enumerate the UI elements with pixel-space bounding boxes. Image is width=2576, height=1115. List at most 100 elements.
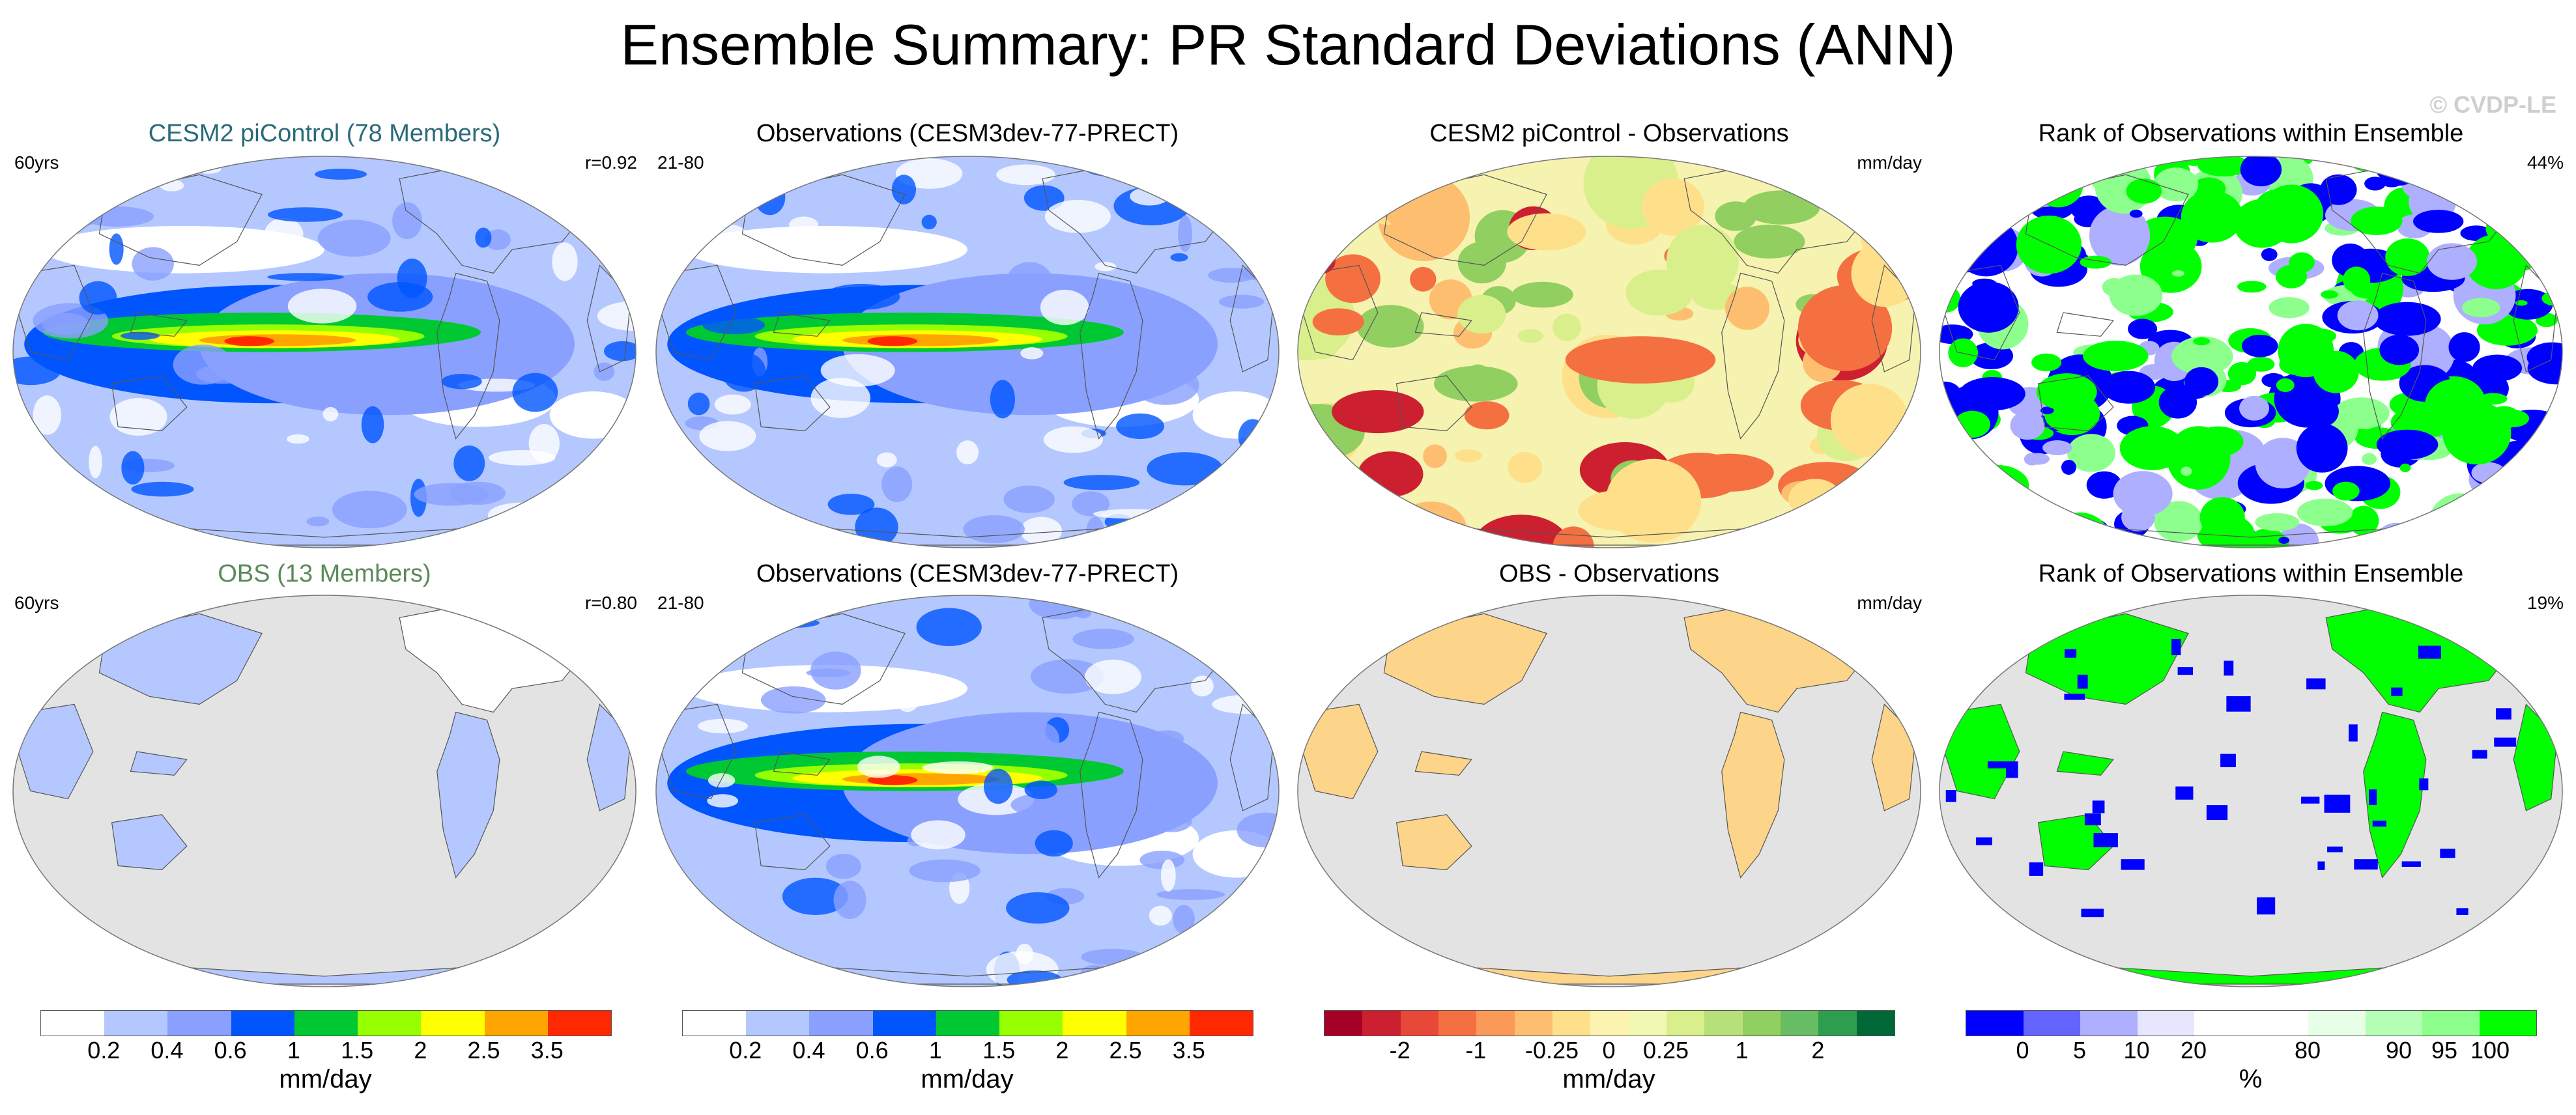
field-patch: [2459, 156, 2489, 178]
colorbar-tick-label: 2: [414, 1037, 427, 1064]
field-patch: [876, 452, 897, 468]
field-patch: [597, 301, 636, 332]
coastline: [773, 751, 831, 776]
field-patch: [708, 773, 736, 788]
colorbar-swatch: [1590, 1011, 1629, 1036]
coastline: [773, 312, 831, 337]
field-patch: [2278, 537, 2290, 544]
field-patch: [1945, 790, 1956, 802]
field-patch: [2536, 246, 2562, 264]
field-patch: [2366, 530, 2388, 542]
field-patch: [1883, 453, 1921, 517]
field-patch: [2121, 503, 2155, 532]
field-patch: [1382, 175, 1441, 231]
field-patch: [1992, 201, 2016, 219]
field-patch: [1170, 253, 1188, 262]
field-patch: [2321, 290, 2338, 299]
field-patch: [603, 341, 636, 361]
field-patch: [2528, 206, 2562, 227]
field-patch: [2261, 247, 2278, 261]
field-patch: [2517, 515, 2562, 548]
map-border: [1297, 595, 1921, 987]
field-patch: [782, 877, 848, 915]
coastline: [98, 174, 263, 266]
colorbar-swatch: [1126, 1011, 1190, 1036]
field-patch: [911, 820, 966, 850]
colorbar-swatch: [1189, 1011, 1253, 1036]
field-patch: [728, 632, 744, 651]
field-patch: [2456, 908, 2469, 915]
field-patch: [699, 421, 756, 451]
field-patch: [2317, 861, 2325, 870]
field-patch: [594, 362, 615, 381]
field-patch: [1306, 338, 1338, 360]
field-patch: [57, 505, 108, 516]
field-patch: [441, 373, 482, 389]
field-patch: [79, 281, 117, 315]
colorbar-swatch: [167, 1011, 231, 1036]
panel-corner-right: mm/day: [1857, 152, 1922, 173]
field-patch: [1423, 444, 1447, 468]
field-patch: [2494, 737, 2517, 747]
field-patch: [2113, 471, 2173, 516]
colorbar-tick-label: 2.5: [1109, 1037, 1142, 1064]
field-patch: [1332, 390, 1424, 434]
field-patch: [963, 515, 1025, 544]
field-patch: [1982, 479, 1994, 486]
field-patch: [1885, 175, 1921, 209]
colorbar-tick-label: 90: [2385, 1037, 2412, 1064]
field-patch: [1962, 464, 2029, 506]
field-patch: [2010, 410, 2045, 440]
colorbar-tick-label: 3.5: [530, 1037, 564, 1064]
field-patch: [1409, 266, 1437, 292]
field-band: [867, 336, 918, 346]
field-patch: [1939, 166, 1988, 212]
colorbar-tick-label: 3.5: [1172, 1037, 1205, 1064]
field-patch: [2081, 909, 2104, 918]
field-patch: [983, 769, 1013, 804]
field-patch: [656, 901, 715, 922]
panel-title: Observations (CESM3dev-77-PRECT): [756, 560, 1179, 587]
field-patch: [2465, 163, 2513, 193]
map-row1-col4: [1939, 156, 2563, 548]
field-patch: [361, 406, 384, 444]
field-patch: [1939, 170, 2005, 219]
colorbar-tick-label: 0.2: [87, 1037, 121, 1064]
field-patch: [1043, 426, 1104, 453]
field-patch: [2515, 300, 2528, 306]
field-patch: [2259, 184, 2324, 244]
field-patch: [1351, 496, 1416, 548]
field-patch: [2278, 523, 2319, 548]
field-patch: [1358, 451, 1424, 497]
field-patch: [1939, 503, 1982, 548]
field-patch: [2422, 514, 2490, 548]
field-patch: [2077, 674, 2088, 689]
field-patch: [760, 686, 826, 714]
field-patch: [2349, 724, 2358, 742]
field-patch: [990, 380, 1016, 419]
map-row2-col4: [1939, 595, 2563, 987]
panel-corner-right: mm/day: [1857, 593, 1922, 613]
field-patch: [2495, 708, 2512, 720]
field-patch: [2126, 178, 2162, 204]
watermark: © CVDP-LE: [2429, 91, 2556, 118]
field-patch: [317, 219, 391, 257]
field-patch: [1975, 837, 1992, 845]
field-patch: [1944, 892, 1967, 899]
colorbar-swatch: [294, 1011, 358, 1036]
field-patch: [2411, 156, 2461, 178]
field-patch: [332, 490, 407, 529]
field-patch: [268, 207, 343, 222]
field-patch: [2431, 530, 2452, 548]
field-patch: [1010, 793, 1076, 817]
field-patch: [1249, 195, 1276, 221]
field-patch: [2128, 318, 2158, 339]
field-patch: [1337, 156, 1371, 167]
field-patch: [1021, 722, 1060, 757]
field-patch: [2064, 694, 2085, 700]
coastline: [2363, 272, 2427, 440]
field-patch: [1993, 156, 2025, 170]
field-patch: [1040, 289, 1089, 326]
field-patch: [1139, 851, 1185, 869]
colorbar-tick-label: 0.4: [792, 1037, 825, 1064]
